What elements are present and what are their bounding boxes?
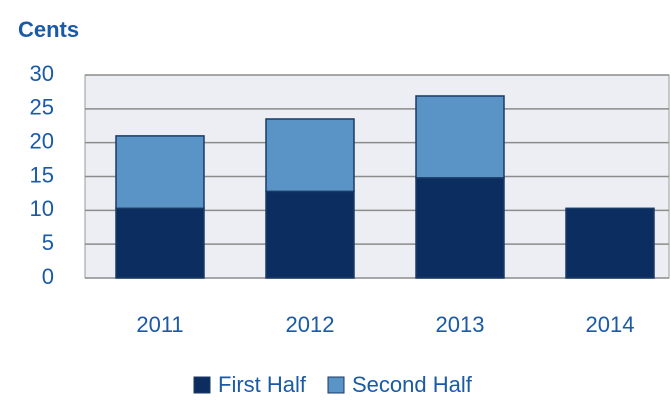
x-tick-label: 2012 — [286, 312, 335, 337]
legend-swatch — [327, 376, 345, 394]
y-tick-label: 25 — [30, 95, 54, 120]
bar-segment — [565, 207, 655, 279]
bar-segment — [415, 177, 505, 279]
y-tick-label: 0 — [42, 264, 54, 289]
chart-title: Cents — [18, 17, 79, 42]
y-tick-label: 15 — [30, 162, 54, 187]
bar-segment — [115, 135, 205, 210]
y-tick-label: 10 — [30, 196, 54, 221]
y-tick-label: 5 — [42, 230, 54, 255]
legend-label: First Half — [218, 372, 307, 397]
bar-segment — [265, 190, 355, 279]
legend-swatch — [193, 376, 211, 394]
bar-segment — [415, 95, 505, 179]
x-tick-label: 2011 — [136, 312, 183, 337]
x-tick-label: 2014 — [586, 312, 635, 337]
y-tick-label: 30 — [30, 61, 54, 86]
bar-segment — [265, 118, 355, 193]
x-tick-label: 2013 — [436, 312, 485, 337]
bar-segment — [115, 207, 205, 279]
legend-label: Second Half — [352, 372, 473, 397]
y-tick-label: 20 — [30, 128, 54, 153]
